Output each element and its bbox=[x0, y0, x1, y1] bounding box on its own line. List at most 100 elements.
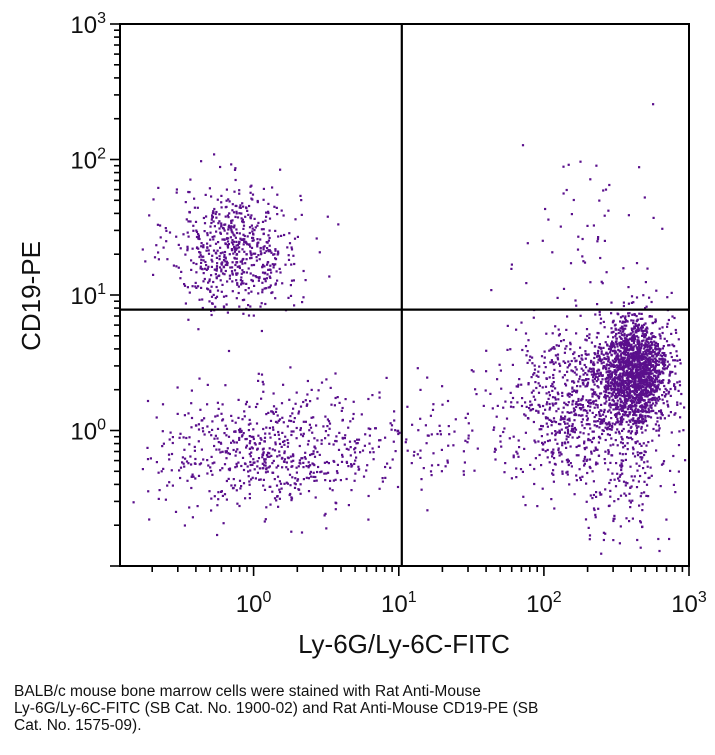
event-dot bbox=[220, 412, 223, 415]
event-dot bbox=[683, 406, 686, 409]
event-dot bbox=[619, 375, 622, 378]
event-dot bbox=[238, 232, 241, 235]
event-dot bbox=[432, 452, 435, 455]
event-dot bbox=[628, 520, 631, 523]
event-dot bbox=[578, 377, 581, 381]
event-dot bbox=[238, 250, 241, 253]
event-dot bbox=[273, 497, 277, 500]
event-dot bbox=[238, 265, 241, 268]
event-dot bbox=[587, 526, 590, 529]
event-dot bbox=[637, 340, 640, 343]
event-dot bbox=[580, 414, 583, 417]
figure-caption: BALB/c mouse bone marrow cells were stai… bbox=[14, 683, 654, 734]
event-dot bbox=[323, 514, 326, 517]
event-dot bbox=[614, 406, 618, 409]
event-dot bbox=[635, 395, 638, 398]
event-dot bbox=[585, 446, 588, 449]
event-dot bbox=[231, 272, 234, 275]
event-dot bbox=[653, 357, 656, 360]
event-dot bbox=[561, 418, 564, 421]
event-dot bbox=[323, 472, 326, 475]
event-dot bbox=[633, 391, 636, 394]
event-dot bbox=[637, 380, 640, 383]
event-dot bbox=[608, 404, 611, 407]
event-dot bbox=[598, 491, 601, 494]
event-dot bbox=[158, 489, 161, 492]
event-dot bbox=[248, 204, 251, 208]
event-dot bbox=[326, 215, 329, 218]
event-dot bbox=[235, 231, 239, 235]
event-dot bbox=[579, 346, 582, 349]
event-dot bbox=[628, 390, 631, 393]
event-dot bbox=[657, 383, 660, 386]
event-dot bbox=[614, 359, 617, 362]
event-dot bbox=[661, 331, 664, 335]
event-dot bbox=[244, 403, 248, 406]
event-dot bbox=[236, 448, 239, 451]
event-dot bbox=[654, 423, 657, 426]
event-dot bbox=[650, 474, 653, 477]
event-dot bbox=[446, 461, 449, 464]
event-dot bbox=[629, 407, 632, 410]
event-dot bbox=[268, 244, 271, 247]
event-dot bbox=[608, 433, 611, 437]
event-dot bbox=[529, 463, 532, 466]
event-dot bbox=[593, 424, 596, 427]
event-dot bbox=[541, 239, 544, 242]
event-dot bbox=[243, 298, 246, 301]
event-dot bbox=[515, 385, 518, 388]
event-dot bbox=[490, 289, 493, 292]
event-dot bbox=[587, 400, 590, 403]
event-dot bbox=[556, 353, 560, 356]
event-dot bbox=[655, 390, 658, 393]
event-dot bbox=[231, 219, 234, 222]
event-dot bbox=[520, 383, 523, 386]
event-dot bbox=[242, 227, 245, 230]
event-dot bbox=[198, 255, 201, 259]
event-dot bbox=[503, 427, 506, 430]
event-dot bbox=[637, 377, 640, 380]
event-dot bbox=[261, 271, 265, 274]
event-dot bbox=[607, 374, 610, 378]
event-dot bbox=[553, 347, 556, 350]
event-dot bbox=[634, 397, 638, 400]
event-dot bbox=[641, 525, 644, 528]
event-dot bbox=[351, 417, 355, 420]
event-dot bbox=[245, 241, 248, 245]
event-dot bbox=[210, 221, 213, 225]
event-dot bbox=[627, 312, 630, 315]
event-dot bbox=[210, 469, 213, 473]
event-dot bbox=[667, 390, 671, 393]
event-dot bbox=[667, 381, 670, 385]
event-dot bbox=[236, 265, 239, 268]
event-dot bbox=[617, 421, 620, 424]
event-dot bbox=[226, 240, 230, 243]
event-dot bbox=[211, 235, 214, 239]
event-dot bbox=[220, 290, 223, 293]
event-dot bbox=[639, 363, 642, 366]
event-dot bbox=[248, 497, 251, 500]
event-dot bbox=[232, 439, 235, 442]
event-dot bbox=[335, 470, 339, 473]
event-dot bbox=[204, 267, 207, 270]
event-dot bbox=[268, 465, 271, 468]
event-dot bbox=[629, 432, 632, 435]
event-dot bbox=[647, 363, 650, 366]
event-dot bbox=[581, 358, 584, 361]
event-dot bbox=[368, 434, 371, 437]
event-dot bbox=[597, 349, 600, 352]
event-dot bbox=[226, 311, 229, 314]
event-dot bbox=[251, 227, 254, 230]
event-dot bbox=[448, 433, 451, 436]
event-dot bbox=[632, 422, 635, 426]
event-dot bbox=[662, 362, 665, 365]
event-dot bbox=[540, 435, 543, 438]
event-dot bbox=[614, 431, 617, 434]
event-dot bbox=[566, 426, 569, 429]
event-dot bbox=[562, 406, 565, 409]
event-dot bbox=[660, 463, 664, 466]
event-dot bbox=[309, 453, 312, 457]
event-dot bbox=[509, 391, 512, 394]
event-dot bbox=[230, 249, 234, 252]
event-dot bbox=[538, 405, 542, 408]
